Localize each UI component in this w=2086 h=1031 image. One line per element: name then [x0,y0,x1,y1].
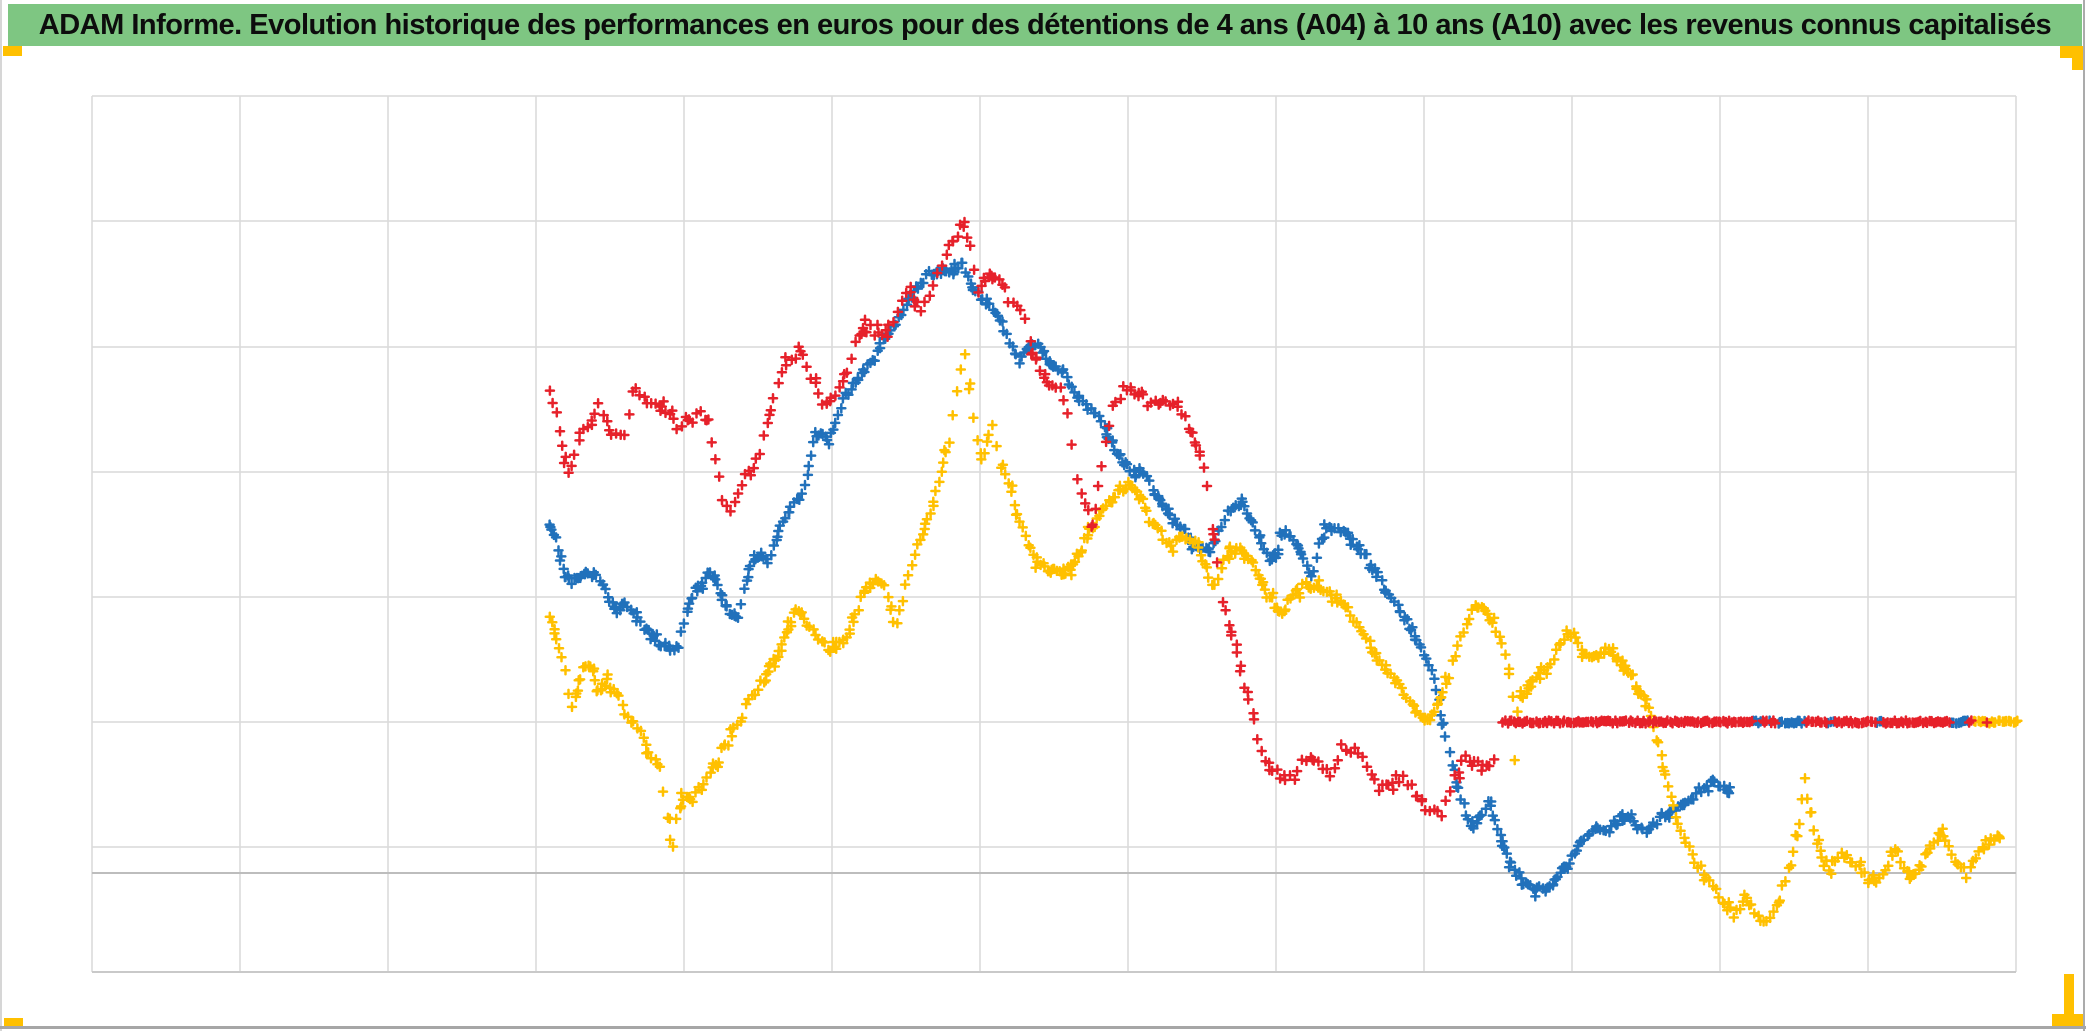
frame-left-rule [0,0,2,1031]
frame-bottom-rule [0,1026,2086,1029]
series-yellow-flat-markers [1969,715,2023,729]
series-blue-markers [544,257,1736,902]
corner-accent-bottom-left [4,1018,23,1028]
flat-line-overlay [1497,715,2023,729]
page-title: ADAM Informe. Evolution historique des p… [38,8,2052,41]
corner-accent-top-right-vertical [2072,46,2083,70]
series-red-markers [544,216,1500,822]
gridlines [91,95,2017,973]
series-red-flat-markers [1497,715,1993,729]
title-bar: ADAM Informe. Evolution historique des p… [8,4,2082,46]
corner-accent-bottom-right-vertical [2064,974,2074,1020]
corner-accent-top-left [3,46,22,56]
scatter-series [544,216,2005,927]
frame-right-rule [2083,0,2085,1031]
corner-accent-bottom-right-foot [2052,1014,2083,1028]
